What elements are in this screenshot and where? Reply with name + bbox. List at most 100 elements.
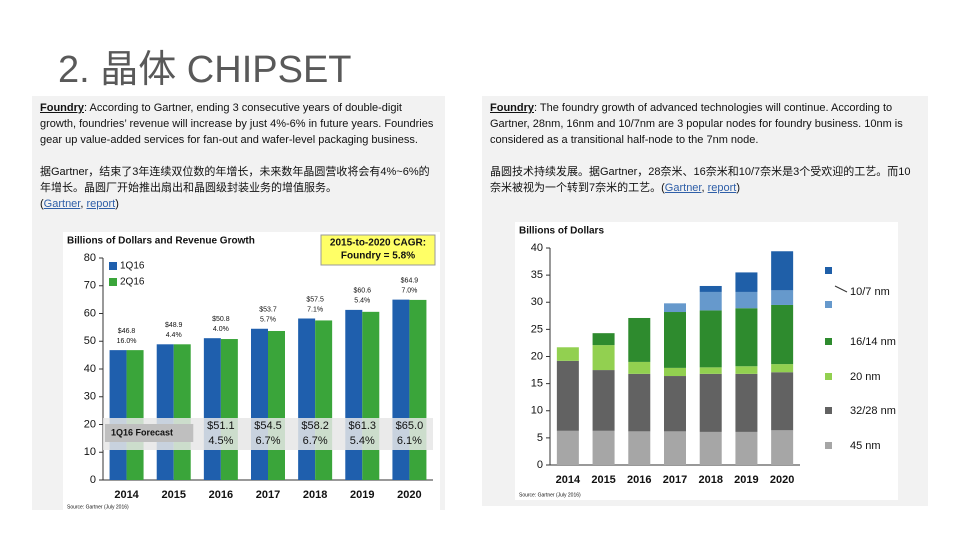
value-label: $46.8 — [118, 328, 136, 335]
chart-title: Billions of Dollars — [519, 226, 604, 237]
annotation-box — [320, 234, 436, 266]
y-tick-label: 40 — [531, 242, 543, 254]
bar-segment — [735, 308, 758, 367]
x-tick-label: 2018 — [698, 474, 722, 486]
forecast-value: $54.5 — [254, 420, 282, 432]
bar-segment — [771, 430, 794, 465]
x-tick-label: 2014 — [556, 474, 581, 486]
legend-label: 45 nm — [850, 440, 881, 452]
link[interactable]: report — [707, 182, 737, 194]
source: Source: Gartner (July 2016) — [519, 492, 581, 498]
y-tick-label: 70 — [84, 280, 96, 292]
legend-swatch — [825, 301, 832, 308]
bar-segment — [556, 360, 579, 431]
bar-segment — [735, 431, 758, 465]
bar-segment — [771, 372, 794, 431]
bar-segment — [592, 370, 615, 431]
legend-swatch — [109, 262, 117, 270]
legend-swatch — [825, 338, 832, 345]
cite: , — [80, 198, 87, 210]
legend-swatch — [825, 442, 832, 449]
bar-segment — [628, 373, 651, 432]
value-label: $57.5 — [306, 296, 324, 303]
growth-label: 5.4% — [354, 298, 370, 305]
bar-segment — [735, 291, 758, 309]
bar-segment — [628, 431, 651, 465]
cn-text: 晶圆技术持续发展。据Gartner，28奈米、16奈米和10/7奈米是3个受欢迎… — [490, 164, 920, 196]
heading: Foundry — [40, 102, 84, 114]
y-tick-label: 5 — [537, 432, 543, 444]
link[interactable]: Gartner — [664, 182, 702, 194]
forecast-value: $51.1 — [207, 420, 235, 432]
y-tick-label: 60 — [84, 307, 96, 319]
slide-title: 2. 晶体 CHIPSET — [58, 49, 352, 91]
en-body: : According to Gartner, ending 3 consecu… — [40, 102, 434, 146]
y-tick-label: 30 — [531, 296, 543, 308]
bar — [220, 339, 238, 480]
bar — [251, 328, 268, 480]
value-label: $60.6 — [354, 288, 372, 295]
forecast-label: 1Q16 Forecast — [111, 427, 173, 437]
value-label: $50.8 — [212, 316, 230, 323]
bar-segment — [592, 345, 615, 371]
legend-swatch — [825, 373, 832, 380]
y-tick-label: 20 — [531, 350, 543, 362]
y-tick-label: 20 — [84, 418, 96, 430]
value-label: $64.9 — [401, 277, 419, 284]
cn-body: 晶圆技术持续发展。据Gartner，28奈米、16奈米和10/7奈米是3个受欢迎… — [490, 166, 911, 194]
bar-segment — [628, 361, 651, 374]
y-tick-label: 0 — [90, 474, 96, 486]
bar — [362, 311, 380, 480]
bar — [345, 309, 363, 480]
bar — [315, 320, 333, 480]
bar — [409, 299, 427, 480]
bar-segment — [556, 430, 579, 465]
growth-label: 5.7% — [260, 317, 276, 324]
bar — [156, 344, 174, 480]
y-tick-label: 50 — [84, 335, 96, 347]
chart: Billions of Dollars and Revenue Growth 0 1… — [63, 232, 440, 512]
x-tick-label: 2019 — [734, 474, 758, 486]
bar-segment — [699, 310, 722, 368]
forecast-growth: 6.7% — [303, 435, 328, 447]
bar — [126, 350, 144, 480]
legend-swatch — [109, 278, 117, 286]
cite: ) — [736, 182, 741, 194]
x-tick-label: 2014 — [114, 489, 139, 501]
forecast-growth: 6.1% — [397, 435, 422, 447]
x-tick-label: 2020 — [770, 474, 794, 486]
x-tick-label: 2016 — [627, 474, 651, 486]
x-tick-label: 2020 — [397, 489, 421, 501]
bar-segment — [664, 367, 686, 377]
legend-swatch — [825, 267, 832, 274]
bar — [203, 338, 221, 480]
bar-segment — [699, 373, 722, 432]
y-tick-label: 35 — [531, 269, 543, 281]
legend-connector — [834, 285, 848, 293]
x-tick-label: 2015 — [591, 474, 615, 486]
x-tick-label: 2017 — [256, 489, 280, 501]
en-text: Foundry: The foundry growth of advanced … — [490, 100, 920, 148]
growth-label: 4.4% — [166, 332, 182, 339]
bar-segment — [699, 291, 722, 311]
forecast-value: $58.2 — [301, 420, 329, 432]
y-tick-label: 25 — [531, 323, 543, 335]
bar-segment — [735, 366, 758, 374]
annotation: Foundry = 5.8% — [341, 251, 415, 262]
legend-label: 1Q16 — [120, 261, 145, 272]
bar-segment — [735, 373, 758, 432]
en-body: : The foundry growth of advanced technol… — [490, 102, 903, 146]
cn-text: 据Gartner，结束了3年连续双位数的年增长，未来数年晶圆营收将会有4%~6%… — [40, 164, 437, 212]
bar-segment — [771, 304, 794, 365]
cite: ) — [115, 198, 119, 210]
bar-segment — [592, 430, 615, 465]
link[interactable]: report — [86, 198, 116, 210]
bar-segment — [664, 431, 686, 465]
legend-label: 16/14 nm — [850, 336, 896, 348]
link[interactable]: Gartner — [43, 198, 81, 210]
cn-body: 据Gartner，结束了3年连续双位数的年增长，未来数年晶圆营收将会有4%~6%… — [40, 166, 430, 194]
legend-label: 2Q16 — [120, 277, 145, 288]
chart: Billions of Dollars 0 5 10 15 20 25 30 35 40 2014 2… — [515, 222, 898, 500]
x-tick-label: 2018 — [303, 489, 327, 501]
